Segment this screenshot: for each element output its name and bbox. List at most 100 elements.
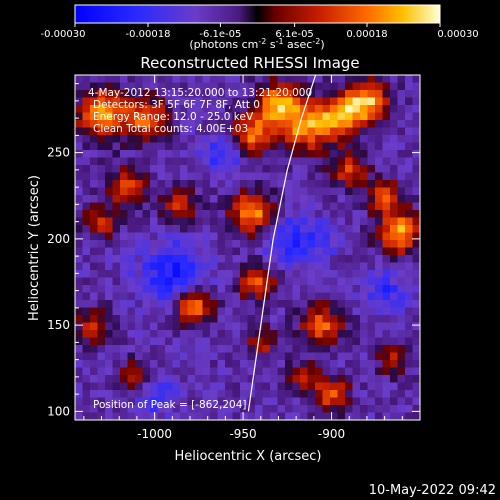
heatmap-pixel bbox=[345, 240, 354, 249]
heatmap-pixel bbox=[412, 135, 420, 144]
heatmap-pixel bbox=[135, 405, 144, 414]
heatmap-pixel bbox=[247, 300, 256, 309]
heatmap-pixel bbox=[202, 82, 211, 91]
heatmap-pixel bbox=[97, 307, 106, 316]
heatmap-pixel bbox=[97, 255, 106, 264]
heatmap-pixel bbox=[292, 262, 301, 271]
heatmap-pixel bbox=[112, 75, 121, 84]
heatmap-pixel bbox=[315, 217, 324, 226]
heatmap-pixel bbox=[165, 180, 174, 189]
heatmap-pixel bbox=[337, 270, 346, 279]
heatmap-pixel bbox=[157, 277, 166, 286]
heatmap-pixel bbox=[345, 105, 354, 114]
heatmap-pixel bbox=[352, 187, 361, 196]
heatmap-pixel bbox=[150, 300, 159, 309]
heatmap-pixel bbox=[165, 285, 174, 294]
heatmap-pixel bbox=[367, 97, 376, 106]
heatmap-pixel bbox=[165, 405, 174, 414]
heatmap-pixel bbox=[292, 315, 301, 324]
heatmap-pixel bbox=[285, 82, 294, 91]
heatmap-pixel bbox=[202, 412, 211, 420]
heatmap-pixel bbox=[127, 90, 136, 99]
heatmap-pixel bbox=[277, 150, 286, 159]
heatmap-pixel bbox=[232, 172, 241, 181]
heatmap-pixel bbox=[90, 405, 99, 414]
heatmap-pixel bbox=[135, 232, 144, 241]
heatmap-pixel bbox=[202, 202, 211, 211]
heatmap-pixel bbox=[180, 292, 189, 301]
heatmap-pixel bbox=[345, 307, 354, 316]
heatmap-pixel bbox=[127, 307, 136, 316]
heatmap-pixel bbox=[277, 382, 286, 391]
heatmap-pixel bbox=[375, 262, 384, 271]
heatmap-pixel bbox=[397, 367, 406, 376]
heatmap-pixel bbox=[307, 157, 316, 166]
heatmap-pixel bbox=[397, 165, 406, 174]
heatmap-pixel bbox=[172, 352, 181, 361]
heatmap-pixel bbox=[360, 112, 369, 121]
heatmap-pixel bbox=[105, 135, 114, 144]
heatmap-pixel bbox=[172, 105, 181, 114]
heatmap-pixel bbox=[75, 90, 84, 99]
heatmap-pixel bbox=[150, 307, 159, 316]
heatmap-pixel bbox=[142, 397, 151, 406]
heatmap-pixel bbox=[247, 307, 256, 316]
heatmap-pixel bbox=[82, 390, 91, 399]
heatmap-pixel bbox=[157, 262, 166, 271]
heatmap-pixel bbox=[352, 157, 361, 166]
heatmap-pixel bbox=[172, 337, 181, 346]
heatmap-pixel bbox=[150, 75, 159, 84]
heatmap-pixel bbox=[232, 240, 241, 249]
heatmap-pixel bbox=[345, 247, 354, 256]
heatmap-pixel bbox=[97, 367, 106, 376]
heatmap-pixel bbox=[247, 187, 256, 196]
heatmap-pixel bbox=[187, 240, 196, 249]
heatmap-pixel bbox=[240, 90, 249, 99]
heatmap-pixel bbox=[397, 232, 406, 241]
heatmap-pixel bbox=[157, 127, 166, 136]
heatmap-pixel bbox=[247, 270, 256, 279]
heatmap-pixel bbox=[345, 360, 354, 369]
heatmap-pixel bbox=[352, 337, 361, 346]
heatmap-pixel bbox=[97, 97, 106, 106]
heatmap-pixel bbox=[180, 97, 189, 106]
heatmap-pixel bbox=[300, 367, 309, 376]
heatmap-pixel bbox=[120, 247, 129, 256]
heatmap-pixel bbox=[247, 120, 256, 129]
heatmap-pixel bbox=[150, 330, 159, 339]
heatmap-pixel bbox=[292, 382, 301, 391]
heatmap-pixel bbox=[75, 240, 84, 249]
heatmap-pixel bbox=[172, 262, 181, 271]
heatmap-pixel bbox=[135, 285, 144, 294]
heatmap-pixel bbox=[337, 142, 346, 151]
heatmap-pixel bbox=[172, 120, 181, 129]
heatmap-pixel bbox=[187, 142, 196, 151]
heatmap-pixel bbox=[195, 375, 204, 384]
heatmap-pixel bbox=[247, 97, 256, 106]
heatmap-pixel bbox=[105, 82, 114, 91]
heatmap-pixel bbox=[165, 187, 174, 196]
heatmap-pixel bbox=[165, 375, 174, 384]
heatmap-pixel bbox=[330, 337, 339, 346]
heatmap-pixel bbox=[97, 217, 106, 226]
heatmap-pixel bbox=[292, 270, 301, 279]
heatmap-pixel bbox=[90, 292, 99, 301]
heatmap-pixel bbox=[135, 180, 144, 189]
heatmap-pixel bbox=[240, 127, 249, 136]
heatmap-pixel bbox=[412, 352, 420, 361]
heatmap-pixel bbox=[90, 195, 99, 204]
heatmap-pixel bbox=[412, 172, 420, 181]
heatmap-pixel bbox=[390, 127, 399, 136]
heatmap-pixel bbox=[90, 330, 99, 339]
heatmap-pixel bbox=[330, 307, 339, 316]
heatmap-pixel bbox=[127, 375, 136, 384]
heatmap-pixel bbox=[315, 202, 324, 211]
heatmap-pixel bbox=[315, 225, 324, 234]
heatmap-pixel bbox=[150, 405, 159, 414]
heatmap-pixel bbox=[285, 360, 294, 369]
heatmap-pixel bbox=[352, 112, 361, 121]
heatmap-pixel bbox=[307, 337, 316, 346]
heatmap-pixel bbox=[187, 202, 196, 211]
heatmap-pixel bbox=[285, 135, 294, 144]
heatmap-pixel bbox=[360, 255, 369, 264]
